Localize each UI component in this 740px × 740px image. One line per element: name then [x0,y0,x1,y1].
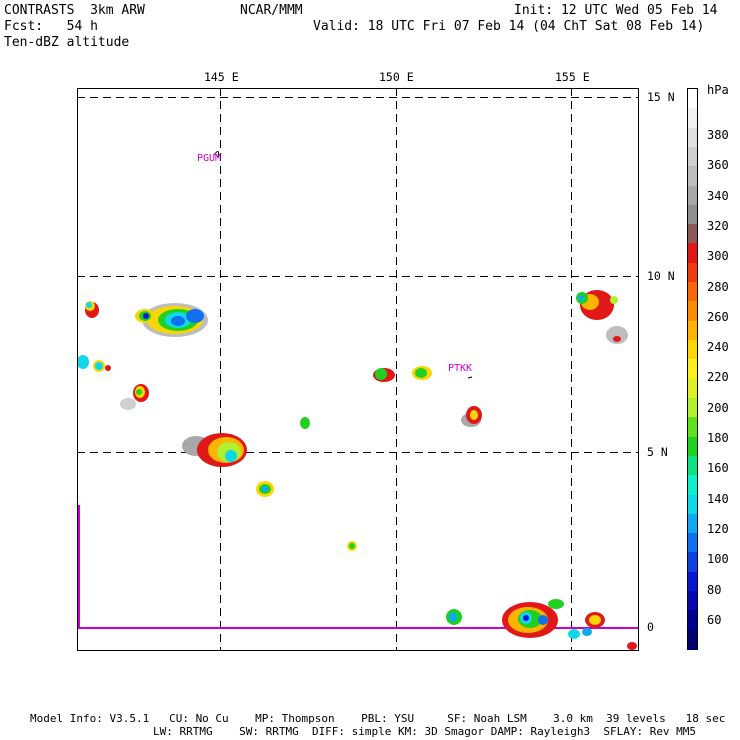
colorbar-label: 320 [707,218,729,233]
colorbar-label: 340 [707,188,729,203]
colorbar-segment [688,224,697,245]
colorbar-segment [688,204,697,225]
colorbar-segment [688,166,697,187]
colorbar-label: 240 [707,340,729,355]
colorbar-segment [688,340,697,361]
colorbar-segment [688,436,697,457]
colorbar-label: 80 [707,582,722,597]
guam-coastline [213,151,219,158]
colorbar-label: 60 [707,612,722,627]
colorbar-label: 380 [707,128,729,142]
lat-label-5: 5 N [647,445,668,459]
colorbar-label: 160 [707,461,729,476]
lat-label-0: 0 [647,620,654,634]
lon-label-145: 145 E [204,70,239,84]
chuuk-marker [467,376,473,379]
colorbar-segment [688,397,697,418]
domain-boundary [78,505,638,629]
colorbar-label: 120 [707,521,729,536]
colorbar-segment [688,146,697,167]
colorbar-segment [688,282,697,303]
colorbar-segment [688,243,697,264]
organization-label: NCAR/MMM [240,3,303,18]
colorbar-label: 140 [707,491,729,506]
colorbar-segment [688,494,697,515]
colorbar-segment [688,610,697,631]
colorbar-label: 100 [707,552,729,567]
lat-label-15: 15 N [647,90,675,104]
colorbar-unit: hPa [707,83,729,97]
colorbar-segment [688,359,697,380]
lon-label-155: 155 E [555,70,590,84]
field-name: Ten-dBZ altitude [4,35,130,50]
colorbar-segment [688,89,697,109]
colorbar-segment [688,320,697,341]
colorbar-segment [688,513,697,534]
init-time: Init: 12 UTC Wed 05 Feb 14 [514,3,718,18]
colorbar-segment [688,262,697,283]
radar-echoes [77,290,637,650]
colorbar-label: 180 [707,431,729,445]
colorbar-label: 360 [707,158,729,173]
colorbar-label: 260 [707,309,729,324]
lat-label-10: 10 N [647,269,675,283]
colorbar-label: 280 [707,279,729,294]
colorbar-segment [688,417,697,438]
valid-time: Valid: 18 UTC Fri 07 Feb 14 (04 ChT Sat … [313,19,705,34]
colorbar-segment [688,455,697,476]
footer-model-info: Model Info: V3.5.1 CU: No Cu MP: Thompso… [30,712,726,725]
forecast-hour: Fcst: 54 h [4,19,98,34]
colorbar-segment [688,301,697,322]
colorbar-segment [688,127,697,148]
colorbar-segment [688,552,697,573]
colorbar-segment [688,591,697,612]
colorbar-segment [688,475,697,496]
lon-label-150: 150 E [379,70,414,84]
lat-lon-grid [77,88,638,650]
footer-physics-info: LW: RRTMG SW: RRTMG DIFF: simple KM: 3D … [153,725,697,738]
colorbar-label: 200 [707,400,729,415]
colorbar-segment [688,571,697,592]
map-frame [77,88,639,651]
station-label-ptkk: PTKK [448,363,473,374]
colorbar [687,88,698,650]
colorbar-segment [688,533,697,554]
colorbar-segment [688,378,697,399]
model-title: CONTRASTS 3km ARW [4,3,145,18]
colorbar-label: 300 [707,249,729,264]
colorbar-segment [688,629,697,650]
colorbar-segment [688,185,697,206]
colorbar-label: 220 [707,370,729,385]
station-label-pgum: PGUM [197,153,222,164]
colorbar-segment [688,108,697,129]
